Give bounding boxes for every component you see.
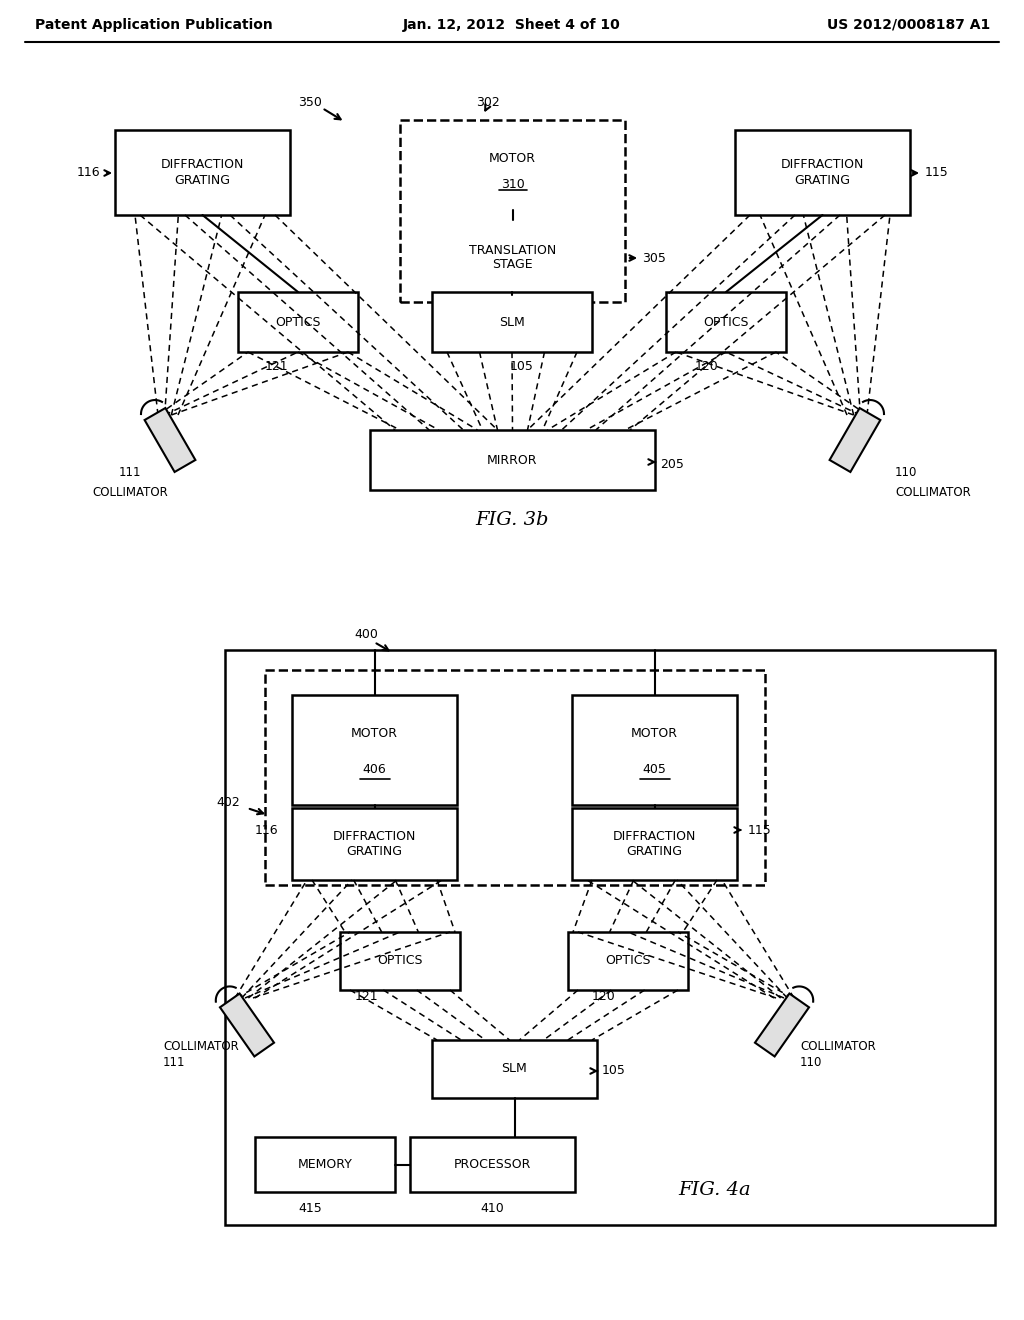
Text: 120: 120	[695, 360, 719, 374]
Text: 116: 116	[77, 166, 100, 180]
FancyBboxPatch shape	[265, 671, 765, 884]
Text: COLLIMATOR: COLLIMATOR	[895, 486, 971, 499]
Text: OPTICS: OPTICS	[605, 954, 650, 968]
FancyBboxPatch shape	[410, 129, 615, 210]
Text: 116: 116	[254, 824, 278, 837]
Text: 302: 302	[476, 95, 500, 108]
Text: 400: 400	[354, 628, 378, 642]
Text: DIFFRACTION
GRATING: DIFFRACTION GRATING	[612, 830, 696, 858]
Text: 415: 415	[298, 1201, 322, 1214]
FancyBboxPatch shape	[432, 292, 592, 352]
FancyBboxPatch shape	[340, 932, 460, 990]
FancyBboxPatch shape	[432, 1040, 597, 1098]
Text: 410: 410	[480, 1201, 504, 1214]
Text: 120: 120	[592, 990, 615, 1003]
Text: MEMORY: MEMORY	[298, 1158, 352, 1171]
Text: DIFFRACTION
GRATING: DIFFRACTION GRATING	[333, 830, 416, 858]
FancyBboxPatch shape	[255, 1137, 395, 1192]
Text: OPTICS: OPTICS	[377, 954, 423, 968]
Text: 310: 310	[501, 178, 524, 191]
Text: COLLIMATOR: COLLIMATOR	[800, 1040, 876, 1052]
Polygon shape	[755, 994, 809, 1056]
FancyBboxPatch shape	[410, 1137, 575, 1192]
Text: US 2012/0008187 A1: US 2012/0008187 A1	[826, 18, 990, 32]
Polygon shape	[829, 408, 881, 473]
Text: PROCESSOR: PROCESSOR	[454, 1158, 531, 1171]
Text: 405: 405	[643, 763, 667, 776]
Text: 110: 110	[800, 1056, 822, 1069]
Text: MOTOR: MOTOR	[489, 152, 536, 165]
Polygon shape	[220, 994, 274, 1056]
Text: 111: 111	[163, 1056, 185, 1069]
FancyBboxPatch shape	[572, 808, 737, 880]
FancyBboxPatch shape	[400, 120, 625, 302]
Text: MOTOR: MOTOR	[351, 727, 398, 741]
Text: DIFFRACTION
GRATING: DIFFRACTION GRATING	[781, 158, 864, 186]
FancyBboxPatch shape	[370, 430, 655, 490]
Text: COLLIMATOR: COLLIMATOR	[163, 1040, 239, 1052]
Text: 110: 110	[895, 466, 918, 479]
Text: 115: 115	[925, 166, 949, 180]
Text: 121: 121	[355, 990, 379, 1003]
Text: SLM: SLM	[499, 315, 525, 329]
Text: FIG. 3b: FIG. 3b	[475, 511, 549, 529]
Text: COLLIMATOR: COLLIMATOR	[92, 486, 168, 499]
Text: OPTICS: OPTICS	[275, 315, 321, 329]
FancyBboxPatch shape	[410, 220, 615, 294]
Polygon shape	[144, 408, 196, 473]
FancyBboxPatch shape	[568, 932, 688, 990]
FancyBboxPatch shape	[666, 292, 786, 352]
Text: DIFFRACTION
GRATING: DIFFRACTION GRATING	[161, 158, 244, 186]
Text: 111: 111	[119, 466, 141, 479]
Text: 350: 350	[298, 95, 322, 108]
Text: MIRROR: MIRROR	[487, 454, 538, 466]
Text: 121: 121	[265, 360, 289, 374]
Text: Patent Application Publication: Patent Application Publication	[35, 18, 272, 32]
FancyBboxPatch shape	[292, 696, 457, 805]
FancyBboxPatch shape	[225, 649, 995, 1225]
FancyBboxPatch shape	[115, 129, 290, 215]
Text: Jan. 12, 2012  Sheet 4 of 10: Jan. 12, 2012 Sheet 4 of 10	[403, 18, 621, 32]
Text: TRANSLATION
STAGE: TRANSLATION STAGE	[469, 243, 556, 272]
Text: 402: 402	[216, 796, 240, 808]
FancyBboxPatch shape	[292, 808, 457, 880]
FancyBboxPatch shape	[238, 292, 358, 352]
Text: 115: 115	[748, 824, 772, 837]
FancyBboxPatch shape	[735, 129, 910, 215]
Text: 305: 305	[642, 252, 666, 264]
Text: SLM: SLM	[502, 1063, 527, 1076]
Text: 205: 205	[660, 458, 684, 471]
Text: 406: 406	[362, 763, 386, 776]
FancyBboxPatch shape	[572, 696, 737, 805]
Text: 105: 105	[602, 1064, 626, 1077]
Text: OPTICS: OPTICS	[703, 315, 749, 329]
Text: FIG. 4a: FIG. 4a	[679, 1181, 752, 1199]
Text: MOTOR: MOTOR	[631, 727, 678, 741]
Text: 105: 105	[510, 360, 534, 374]
